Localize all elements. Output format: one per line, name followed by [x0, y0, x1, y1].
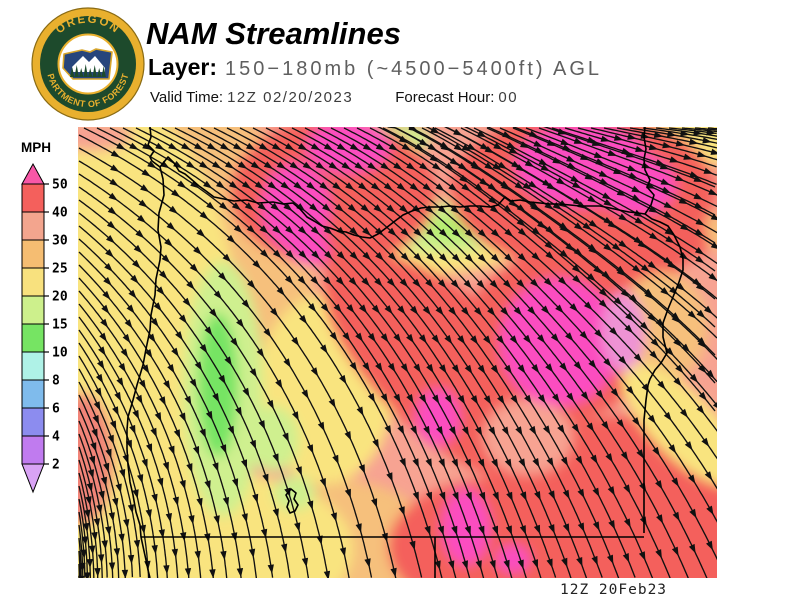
page-title: NAM Streamlines	[146, 16, 401, 51]
odf-logo: OREGON DEPARTMENT OF FORESTRY	[31, 7, 145, 121]
oregon-outline	[126, 127, 684, 578]
oregon-state-emblem	[62, 48, 113, 80]
legend-tick-10: 10	[52, 346, 68, 361]
legend-tick-30: 30	[52, 234, 68, 249]
layer-value: 150−180mb (~4500−5400ft) AGL	[225, 58, 603, 80]
streamline-map	[78, 127, 717, 578]
legend-tick-2: 2	[52, 458, 60, 473]
legend-tick-25: 25	[52, 262, 68, 277]
legend-tick-50: 50	[52, 178, 68, 193]
legend-tick-15: 15	[52, 318, 68, 333]
valid-time-label: Valid Time:	[150, 89, 224, 106]
wind-speed-colorbar: 50 40 30 25 20 15 10 8 6 4 2	[21, 162, 68, 494]
legend-tick-6: 6	[52, 402, 60, 417]
legend-tick-8: 8	[52, 374, 60, 389]
legend-tick-4: 4	[52, 430, 60, 445]
valid-time-row: Valid Time: 12Z 02/20/2023 Forecast Hour: 0…	[150, 89, 518, 106]
forecast-hour-value: 00	[498, 89, 519, 106]
trees-icon	[70, 64, 106, 77]
legend-tick-20: 20	[52, 290, 68, 305]
mountain-icon	[72, 56, 105, 72]
map-timestamp: 12Z 20Feb23	[560, 582, 668, 598]
valid-time-value: 12Z 02/20/2023	[227, 89, 354, 106]
forecast-hour-label: Forecast Hour:	[395, 89, 495, 106]
layer-row: Layer: 150−180mb (~4500−5400ft) AGL	[148, 54, 602, 81]
legend-title-mph: MPH	[21, 140, 51, 155]
layer-label: Layer:	[148, 54, 218, 80]
legend-tick-40: 40	[52, 206, 68, 221]
